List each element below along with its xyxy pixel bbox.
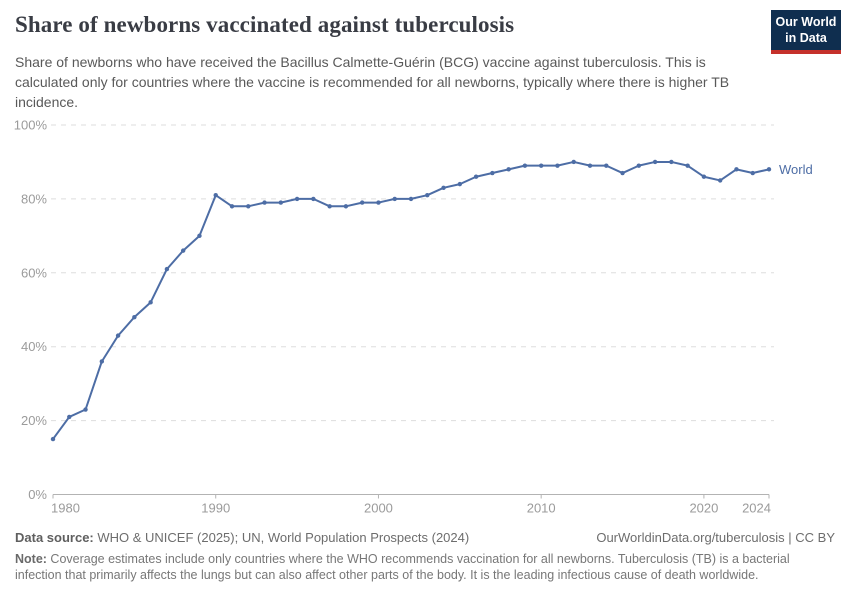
- data-source-text: WHO & UNICEF (2025); UN, World Populatio…: [93, 530, 470, 545]
- footnote: Note: Coverage estimates include only co…: [15, 551, 837, 583]
- data-point: [343, 204, 349, 209]
- data-source-label: Data source:: [15, 530, 94, 545]
- data-point: [652, 159, 658, 165]
- line-chart: 0% 20% 40% 60% 80% 100% 1980 1990 2000 2010 2020 20…: [14, 118, 813, 516]
- y-axis-tick-label: 0%: [28, 487, 47, 502]
- y-axis-tick-label: 60%: [21, 265, 47, 280]
- data-point: [734, 167, 739, 172]
- data-point: [636, 163, 642, 168]
- x-axis-tick-label: 2000: [364, 501, 393, 516]
- data-point: [506, 167, 511, 172]
- data-point: [717, 178, 723, 183]
- owid-logo-line1: Our World: [775, 15, 837, 29]
- data-point: [246, 204, 251, 209]
- data-point: [425, 193, 430, 198]
- data-point: [83, 407, 88, 412]
- x-axis-tick-label: 1990: [201, 501, 230, 516]
- data-point: [538, 163, 544, 168]
- y-axis-tick-label: 40%: [21, 339, 47, 354]
- footer: Data source: WHO & UNICEF (2025); UN, Wo…: [15, 530, 835, 545]
- footnote-label: Note:: [15, 552, 47, 566]
- data-point: [115, 333, 121, 338]
- x-axis-tick-label: 2020: [689, 501, 718, 516]
- data-point: [327, 204, 332, 209]
- data-source-line: Data source: WHO & UNICEF (2025); UN, Wo…: [15, 530, 469, 545]
- data-point: [571, 159, 576, 165]
- x-axis-tick-label: 2010: [527, 501, 556, 516]
- world-series-line: [52, 160, 770, 441]
- data-point: [392, 196, 397, 202]
- owid-logo: Our World in Data: [771, 10, 841, 55]
- data-point: [294, 196, 300, 202]
- data-point: [50, 436, 56, 442]
- data-point: [164, 266, 170, 272]
- data-point: [441, 185, 446, 191]
- y-axis-tick-label: 80%: [21, 191, 47, 206]
- attribution-link: OurWorldinData.org/tuberculosis | CC BY: [596, 530, 835, 545]
- x-axis-tick-label: 1980: [51, 501, 80, 516]
- data-point: [473, 174, 479, 179]
- data-point: [67, 414, 72, 420]
- data-point: [99, 359, 105, 364]
- data-point: [180, 248, 186, 253]
- data-point: [376, 200, 381, 205]
- data-point: [587, 163, 593, 168]
- data-point: [620, 170, 625, 176]
- series-end-label: World: [779, 162, 813, 177]
- y-axis-tick-label: 100%: [14, 118, 48, 133]
- data-point: [701, 174, 707, 179]
- data-point: [555, 163, 560, 168]
- owid-logo-line2: in Data: [785, 30, 827, 45]
- data-point: [669, 159, 674, 165]
- data-point: [604, 163, 609, 168]
- data-point: [685, 163, 690, 168]
- data-point: [311, 196, 316, 202]
- data-point: [229, 204, 235, 209]
- data-point: [408, 196, 414, 202]
- data-point: [213, 193, 218, 198]
- data-point: [132, 314, 137, 320]
- x-axis-tick-label: 2024: [742, 501, 771, 516]
- data-point: [522, 163, 528, 168]
- footnote-text: Coverage estimates include only countrie…: [15, 552, 790, 582]
- data-point: [262, 200, 267, 205]
- data-point: [750, 170, 755, 176]
- y-axis-tick-label: 20%: [21, 413, 47, 428]
- data-point: [278, 200, 284, 205]
- chart-subtitle: Share of newborns who have received the …: [15, 54, 730, 111]
- data-point: [766, 167, 772, 172]
- page-title: Share of newborns vaccinated against tub…: [15, 12, 515, 37]
- data-point: [148, 300, 153, 305]
- data-point: [197, 233, 202, 239]
- data-point: [457, 181, 463, 187]
- data-point: [490, 170, 495, 176]
- data-point: [359, 200, 365, 205]
